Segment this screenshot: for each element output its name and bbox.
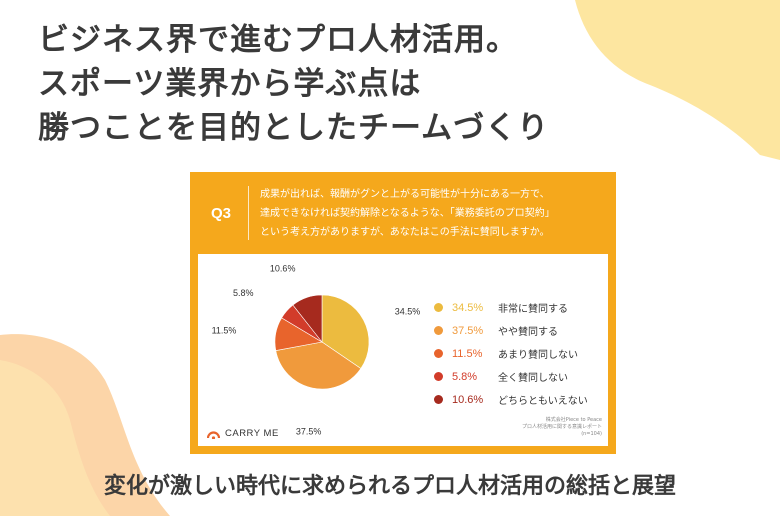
legend-percent: 37.5% [452, 324, 484, 337]
bottom-title: 変化が激しい時代に求められるプロ人材活用の総括と展望 [103, 474, 676, 499]
pie-data-label: 11.5% [212, 326, 237, 336]
question-header: Q3 成果が出れば、報酬がグンと上がる可能性が十分にある一方で、 達成できなけれ… [190, 172, 616, 254]
legend-swatch [434, 372, 443, 381]
legend-label: どちらともいえない [498, 396, 588, 407]
chart-legend: 34.5% 非常に賛同する 37.5% やや賛同する 11.5% あまり賛同しない 5.8%… [434, 296, 588, 411]
question-divider [248, 186, 249, 240]
legend-item: 37.5% やや賛同する [434, 319, 588, 342]
legend-percent: 5.8% [452, 370, 478, 383]
headline-line-3: 勝つことを目的としたチームづくり [38, 110, 550, 146]
source-note: 株式会社Piece to Peace プロ人材活用に関する意識レポート (n=1… [522, 417, 602, 438]
headline-line-1: ビジネス界で進むプロ人材活用。 [38, 22, 518, 58]
question-line-2: 達成できなければ契約解除となるような、「業務委託のプロ契約」 [260, 208, 555, 219]
legend-label: やや賛同する [498, 327, 558, 338]
pie-slice [321, 294, 370, 369]
headline-line-2: スポーツ業界から学ぶ点は [38, 66, 422, 102]
pie-data-label: 5.8% [233, 288, 254, 298]
source-line-1: 株式会社Piece to Peace [545, 417, 602, 423]
legend-item: 34.5% 非常に賛同する [434, 296, 588, 319]
carry-me-logo-icon [207, 430, 220, 439]
legend-percent: 10.6% [452, 393, 484, 406]
pie-data-label: 37.5% [296, 427, 322, 437]
question-text: 成果が出れば、報酬がグンと上がる可能性が十分にある一方で、 達成できなければ契約… [260, 185, 608, 242]
legend-label: 全く賛同しない [498, 373, 568, 384]
question-badge: Q3 [210, 204, 231, 222]
source-line-2: プロ人材活用に関する意識レポート [521, 424, 602, 430]
question-line-1: 成果が出れば、報酬がグンと上がる可能性が十分にある一方で、 [260, 189, 550, 200]
legend-swatch [434, 303, 443, 312]
pie-data-label: 10.6% [270, 264, 296, 274]
question-line-3: という考え方がありますが、あなたはこの手法に賛同しますか。 [260, 227, 550, 238]
legend-swatch [434, 326, 443, 335]
legend-item: 10.6% どちらともいえない [434, 388, 588, 411]
pie-chart: 34.5% 37.5% 11.5% 5.8% 10.6% [212, 264, 421, 437]
legend-percent: 34.5% [452, 301, 484, 314]
survey-card: Q3 成果が出れば、報酬がグンと上がる可能性が十分にある一方で、 達成できなけれ… [190, 172, 616, 454]
pie-slice [292, 294, 323, 343]
brand: CARRY ME [207, 428, 279, 439]
source-line-3: (n=104) [581, 431, 602, 437]
legend-swatch [434, 349, 443, 358]
legend-swatch [434, 395, 443, 404]
brand-name: CARRY ME [225, 428, 279, 439]
pie-data-label: 34.5% [395, 307, 421, 317]
headline: ビジネス界で進むプロ人材活用。 スポーツ業界から学ぶ点は 勝つことを目的としたチ… [38, 18, 549, 150]
chart-panel: 34.5% 37.5% 11.5% 5.8% 10.6% 34.5% 非常に賛同する 37.… [198, 254, 608, 446]
pie-slice [275, 341, 362, 390]
legend-label: 非常に賛同する [498, 304, 568, 315]
legend-percent: 11.5% [452, 347, 483, 360]
legend-label: あまり賛同しない [498, 350, 578, 361]
legend-item: 5.8% 全く賛同しない [434, 365, 588, 388]
legend-item: 11.5% あまり賛同しない [434, 342, 588, 365]
